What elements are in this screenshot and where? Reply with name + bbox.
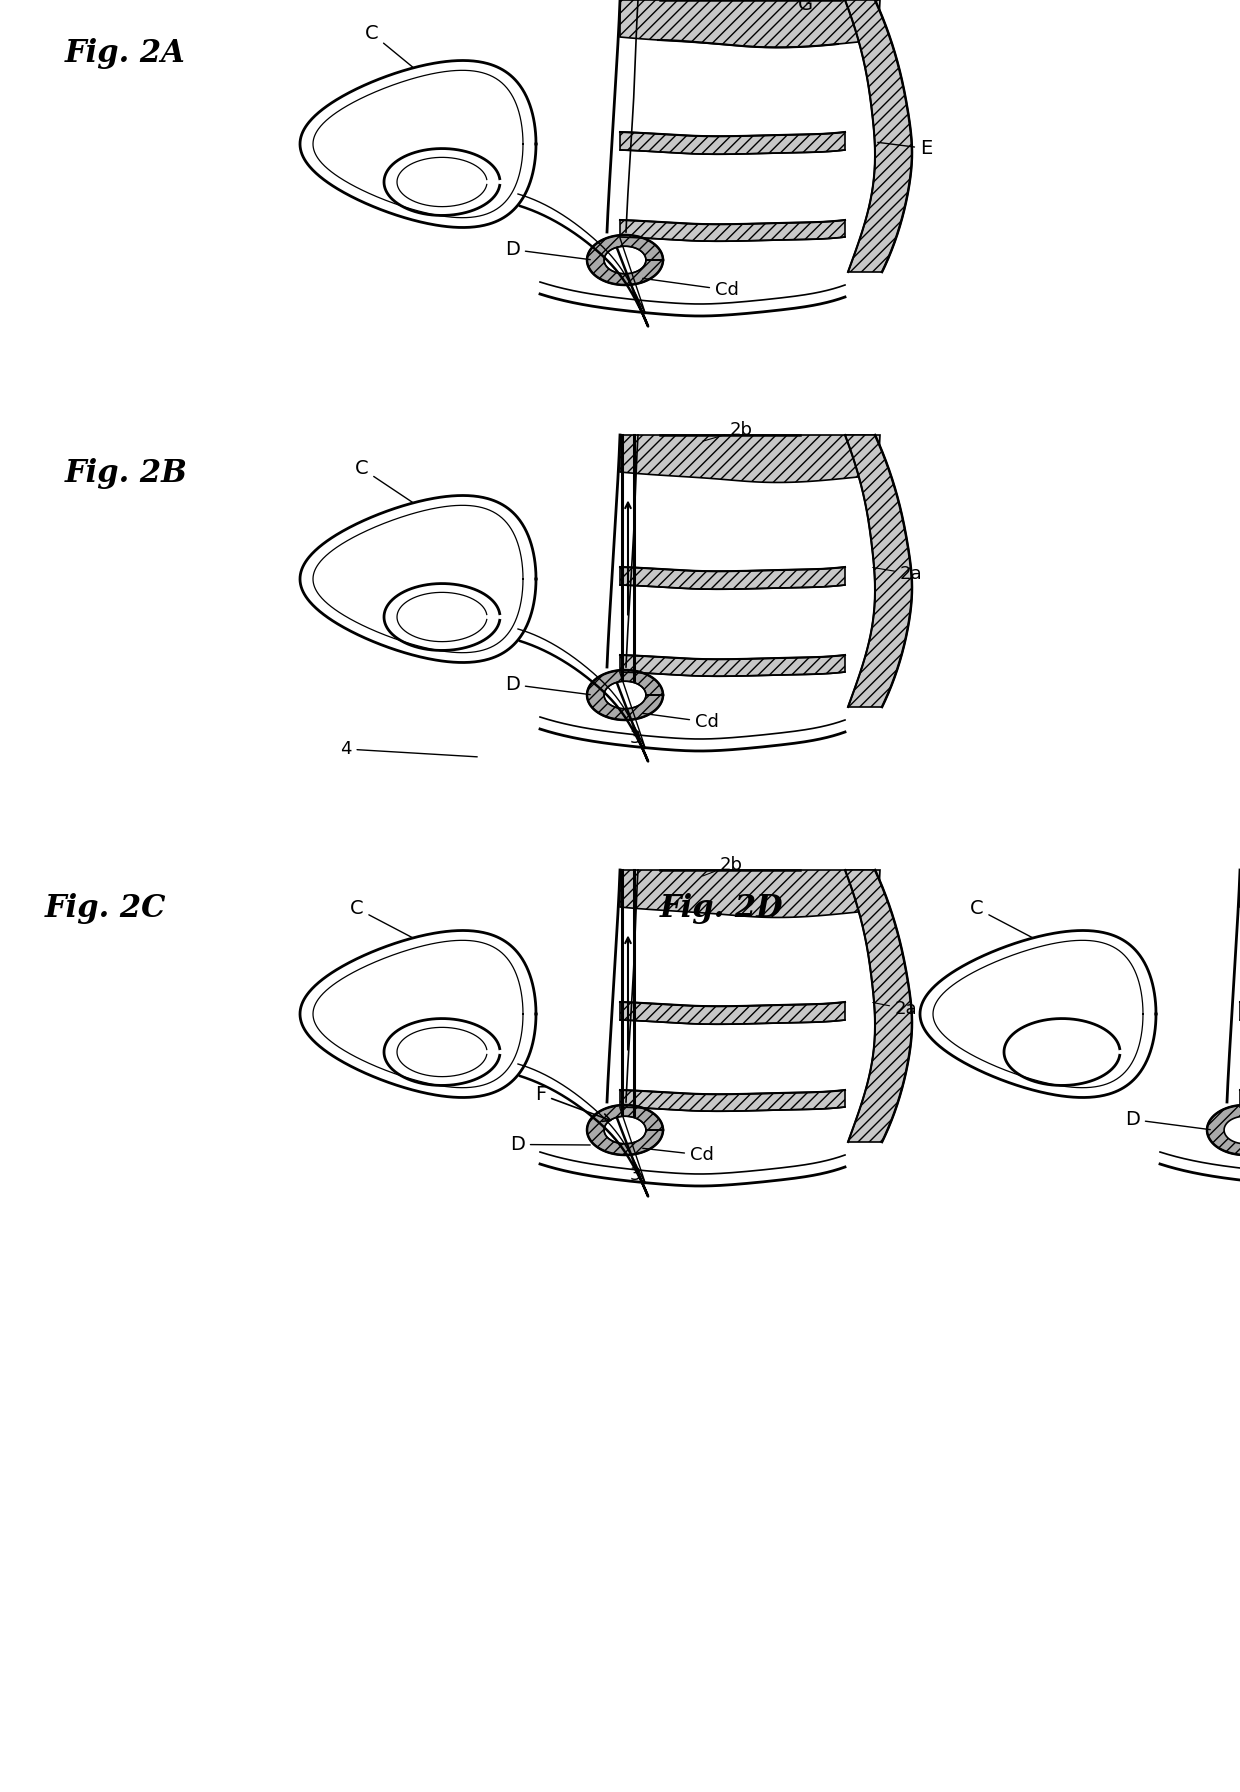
Text: G: G [799,0,813,14]
Polygon shape [620,566,844,590]
Text: Fig. 2B: Fig. 2B [64,459,188,489]
Polygon shape [1207,1106,1240,1156]
Polygon shape [620,1090,844,1111]
Text: 3: 3 [630,729,641,747]
Polygon shape [844,0,911,272]
Text: Fig. 2C: Fig. 2C [45,892,166,925]
Text: F: F [534,1084,610,1122]
Text: D: D [505,676,590,695]
Polygon shape [587,670,663,720]
Text: C: C [355,459,413,502]
Text: Cd: Cd [642,713,719,731]
Polygon shape [620,220,844,242]
Text: E: E [878,140,932,158]
Polygon shape [620,869,880,918]
Polygon shape [620,656,844,676]
Text: Fig. 2D: Fig. 2D [660,892,784,925]
Polygon shape [620,0,880,47]
Polygon shape [587,1106,663,1156]
Text: 3: 3 [630,1167,641,1185]
Text: D: D [510,1134,590,1154]
Text: C: C [365,23,413,68]
Text: 2a: 2a [873,1000,918,1018]
Text: Cd: Cd [642,1147,714,1165]
Text: Fig. 2A: Fig. 2A [64,38,186,70]
Text: C: C [350,900,413,937]
Polygon shape [844,869,911,1142]
Polygon shape [620,133,844,154]
Text: C: C [970,900,1033,937]
Polygon shape [844,435,911,708]
Text: 4: 4 [340,740,477,758]
Polygon shape [620,1002,844,1025]
Polygon shape [620,435,880,482]
Text: Cd: Cd [642,278,739,299]
Text: 2b: 2b [703,421,753,441]
Text: 2b: 2b [703,857,743,876]
Text: 2a: 2a [873,564,923,582]
Text: D: D [1125,1109,1210,1129]
Polygon shape [587,235,663,285]
Text: D: D [505,240,590,260]
